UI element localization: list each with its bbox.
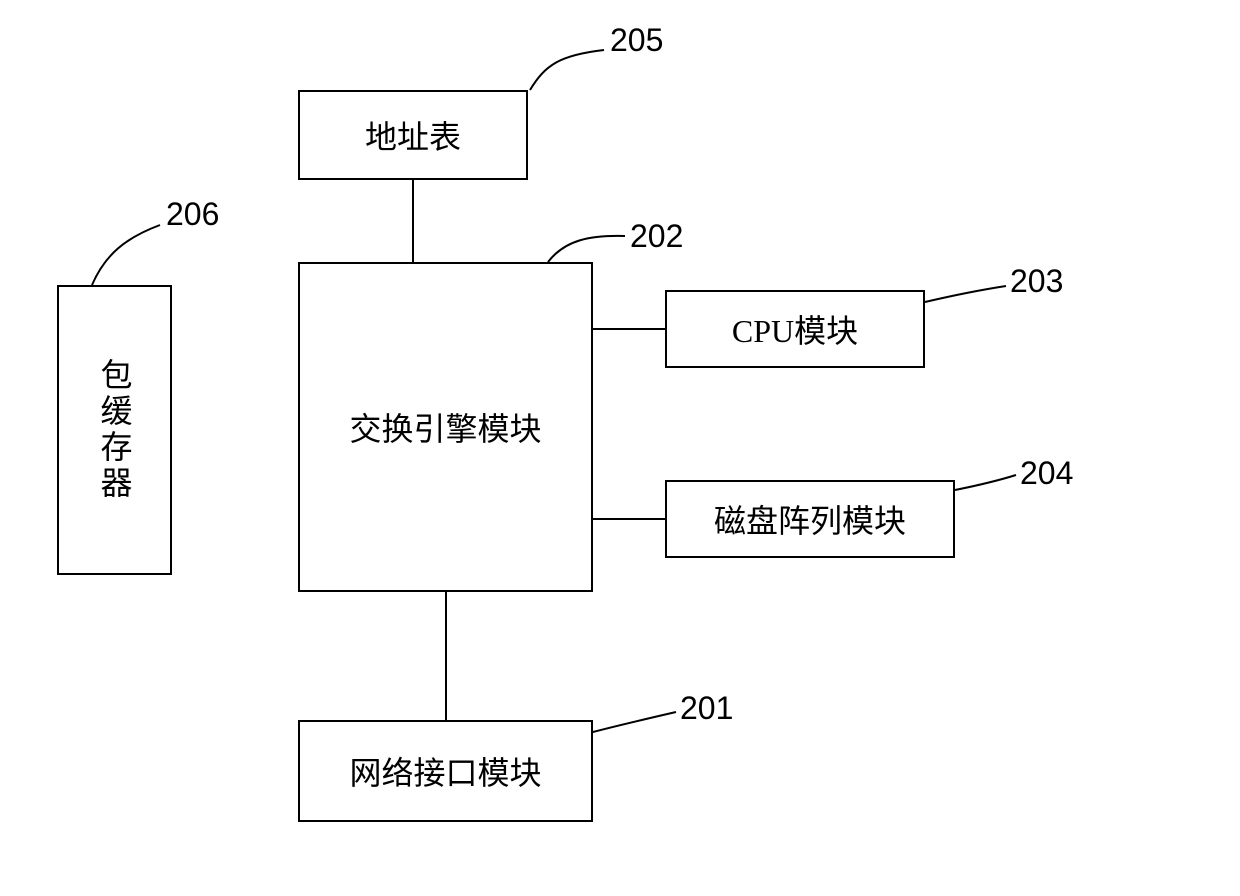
ref-label-206: 206 — [166, 196, 219, 233]
network-interface-label: 网络接口模块 — [349, 748, 541, 794]
ref-label-205: 205 — [610, 22, 663, 59]
connectors — [0, 0, 1240, 896]
cpu-module-box: CPU模块 — [665, 290, 925, 368]
switch-engine-label: 交换引擎模块 — [349, 404, 541, 450]
cpu-module-label: CPU模块 — [732, 306, 858, 352]
disk-array-label: 磁盘阵列模块 — [714, 496, 906, 542]
address-table-box: 地址表 — [298, 90, 528, 180]
network-interface-box: 网络接口模块 — [298, 720, 593, 822]
ref-label-203: 203 — [1010, 263, 1063, 300]
packet-buffer-label: 包缓存器 — [92, 358, 138, 502]
packet-buffer-box: 包缓存器 — [57, 285, 172, 575]
ref-label-202: 202 — [630, 218, 683, 255]
switch-engine-box: 交换引擎模块 — [298, 262, 593, 592]
address-table-label: 地址表 — [365, 112, 461, 158]
ref-label-204: 204 — [1020, 455, 1073, 492]
disk-array-box: 磁盘阵列模块 — [665, 480, 955, 558]
ref-label-201: 201 — [680, 690, 733, 727]
